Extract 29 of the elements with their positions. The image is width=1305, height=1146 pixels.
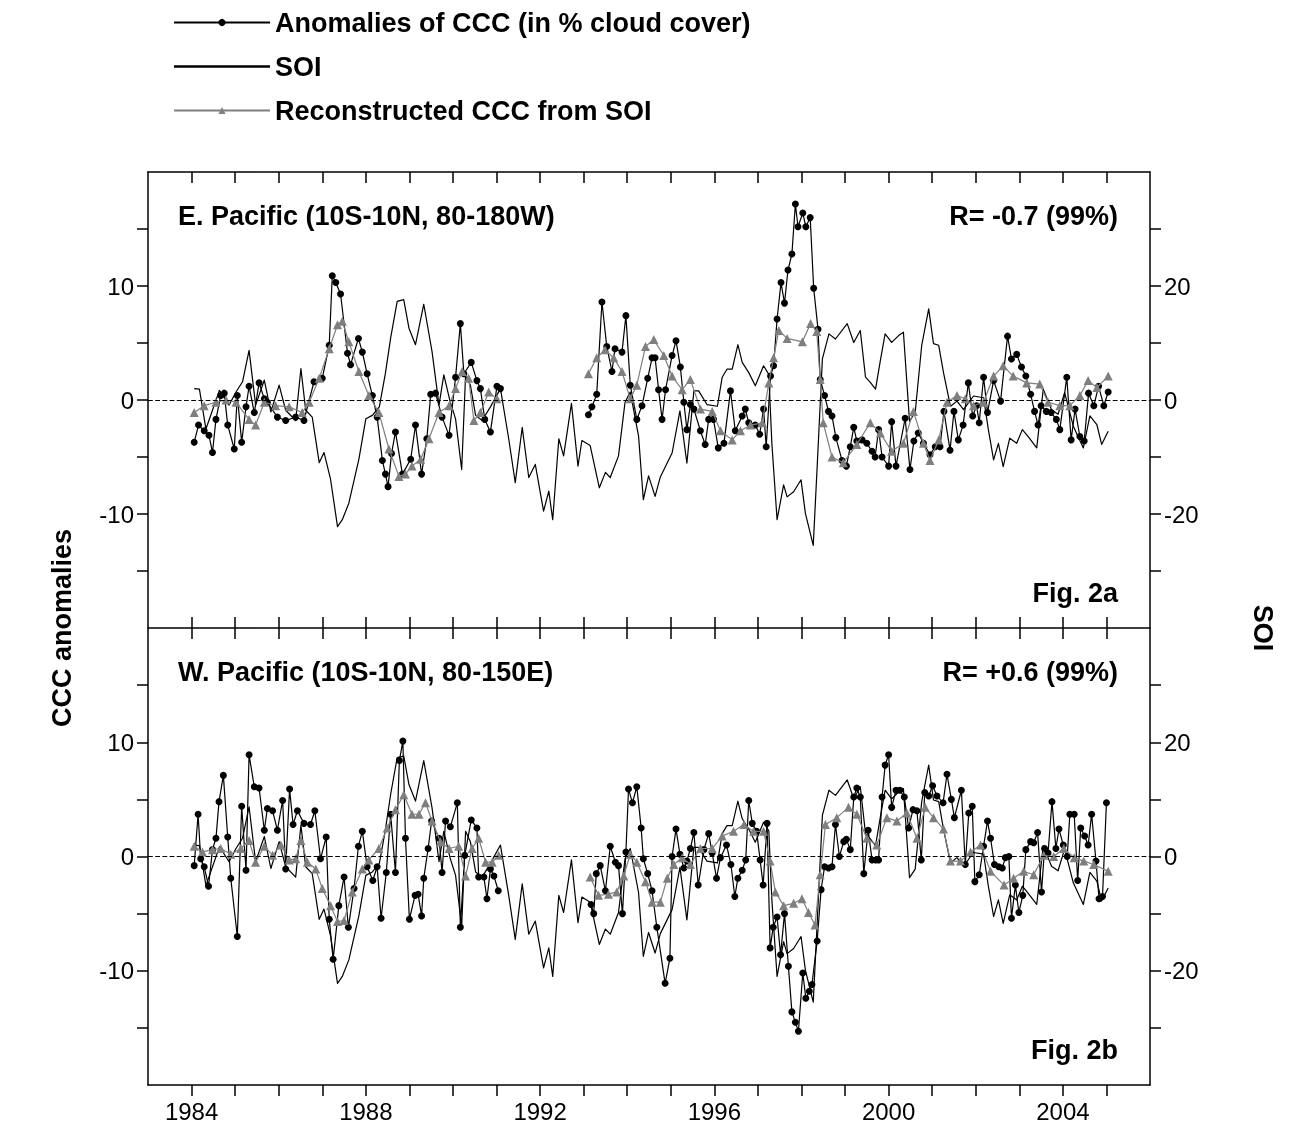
y-tick-label: -10 [99,957,134,985]
annotation: R= +0.6 (99%) [942,656,1118,687]
y-tick-label: 0 [120,843,134,870]
annotation: Fig. 2a [1032,577,1119,608]
y-axis-title: CCC anomalies [46,528,78,728]
x-tick-label: 1996 [687,1097,742,1125]
x-tick-label: 1988 [339,1097,393,1125]
x-tick-label: 2004 [1036,1097,1090,1125]
legend-label: SOI [275,51,322,82]
annotation: W. Pacific (10S-10N, 80-150E) [178,656,554,687]
x-tick-label: 1992 [513,1097,567,1125]
x-tick-label: 1984 [164,1097,219,1125]
legend-label: Reconstructed CCC from SOI [275,95,652,126]
legend-label: Anomalies of CCC (in % cloud cover) [275,7,751,38]
y-tick-label: 0 [120,386,134,414]
y-tick-label: 10 [107,272,134,300]
x-tick-label: 2000 [861,1097,916,1125]
y2-tick-label: 20 [1164,728,1191,756]
y2-tick-label: 0 [1164,386,1178,414]
annotation: E. Pacific (10S-10N, 80-180W) [178,200,555,231]
y-tick-label: 10 [107,728,134,756]
y2-axis-title: SOI [1246,604,1278,652]
y-tick-label: -10 [99,500,134,528]
y2-tick-label: -20 [1164,957,1199,985]
y2-tick-label: 20 [1164,272,1191,300]
y2-tick-label: 0 [1164,843,1178,870]
annotation: R= -0.7 (99%) [949,200,1119,231]
annotation: Fig. 2b [1031,1034,1118,1065]
y2-tick-label: -20 [1164,500,1199,528]
